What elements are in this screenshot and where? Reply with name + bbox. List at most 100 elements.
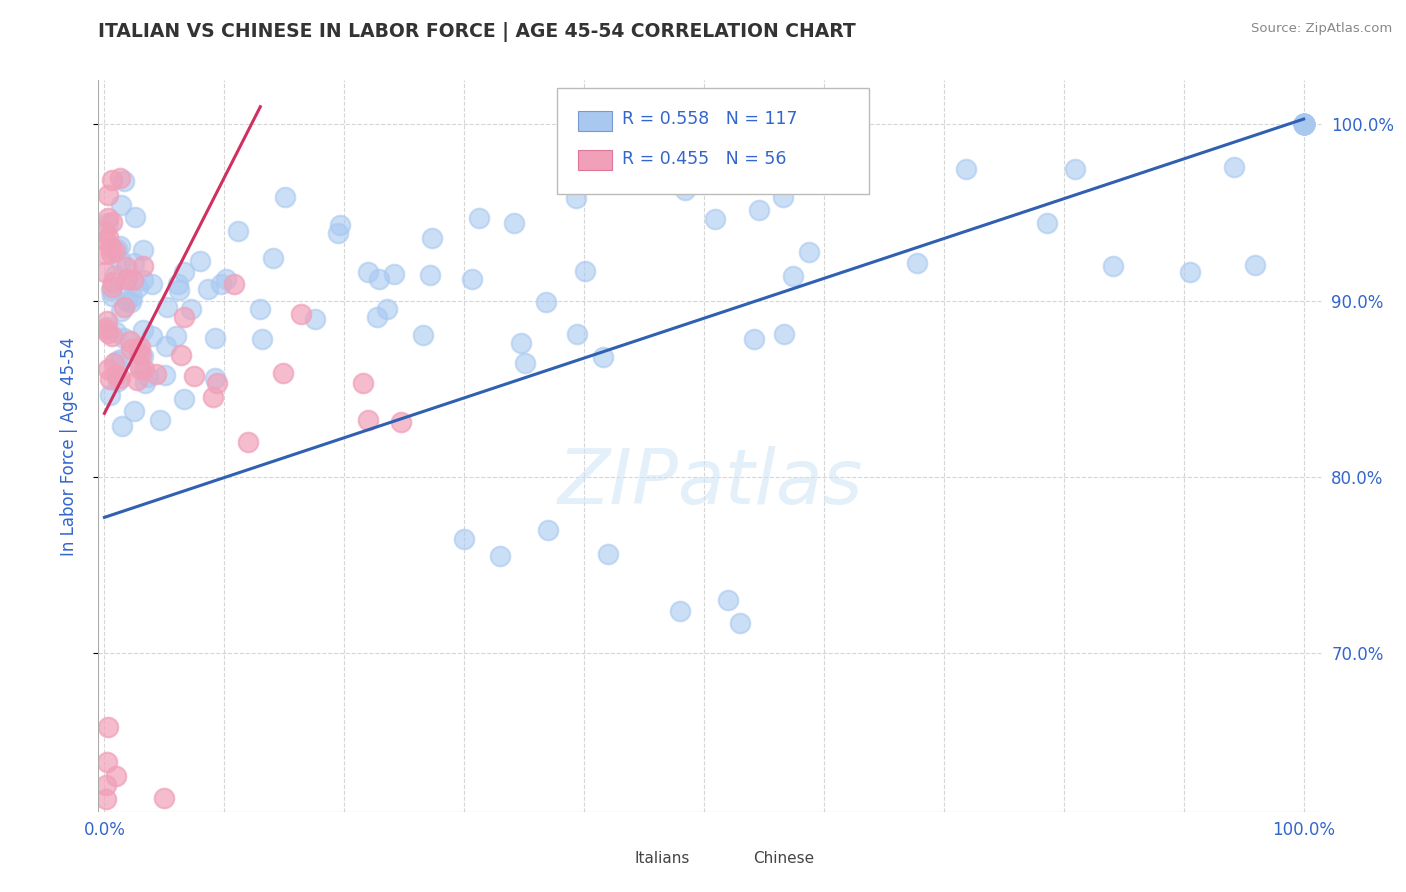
Text: R = 0.455   N = 56: R = 0.455 N = 56 <box>621 150 786 168</box>
Point <box>112 331 135 345</box>
Point <box>565 191 588 205</box>
Point <box>103 356 125 370</box>
Point <box>772 190 794 204</box>
Point <box>1292 117 1315 131</box>
Point <box>180 301 202 316</box>
Point <box>704 211 727 226</box>
Point <box>129 362 152 376</box>
Bar <box>720 852 747 868</box>
Point <box>173 392 195 406</box>
Point <box>108 171 131 186</box>
Point <box>1292 117 1315 131</box>
Point <box>422 231 444 245</box>
Point <box>1292 117 1315 131</box>
Point <box>132 273 155 287</box>
Text: ZIPatlas: ZIPatlas <box>557 446 863 519</box>
Point <box>673 183 696 197</box>
Point <box>173 310 195 324</box>
Point <box>1292 117 1315 131</box>
Point <box>98 372 121 386</box>
Y-axis label: In Labor Force | Age 45-54: In Labor Force | Age 45-54 <box>59 336 77 556</box>
Point <box>108 239 131 253</box>
Point <box>96 314 118 328</box>
Point <box>111 418 134 433</box>
Point <box>107 374 129 388</box>
Point <box>124 210 146 224</box>
Point <box>97 361 120 376</box>
Point <box>136 370 159 384</box>
Text: Source: ZipAtlas.com: Source: ZipAtlas.com <box>1251 22 1392 36</box>
Point <box>329 218 352 232</box>
Point <box>389 415 412 429</box>
Point <box>97 216 120 230</box>
Point <box>1063 162 1085 177</box>
Point <box>1292 117 1315 131</box>
Point <box>188 253 212 268</box>
Point <box>382 267 405 281</box>
Point <box>122 256 145 270</box>
Point <box>100 283 122 297</box>
Point <box>105 769 128 783</box>
Point <box>108 371 131 385</box>
Point <box>1292 117 1315 131</box>
Point <box>110 198 132 212</box>
Point <box>120 342 142 356</box>
Point <box>592 350 614 364</box>
Point <box>510 335 533 350</box>
Point <box>215 272 238 286</box>
Point <box>1292 117 1315 131</box>
Point <box>1035 216 1057 230</box>
Point <box>460 272 482 286</box>
Point <box>262 251 284 265</box>
Point <box>357 265 380 279</box>
Point <box>93 265 115 279</box>
Point <box>132 349 155 363</box>
Point <box>201 390 224 404</box>
Point <box>326 227 349 241</box>
Point <box>96 320 118 334</box>
Point <box>101 172 124 186</box>
Point <box>129 348 152 362</box>
Point <box>132 361 155 376</box>
Point <box>120 294 142 309</box>
Point <box>93 322 115 336</box>
Point <box>101 215 124 229</box>
Point <box>271 366 294 380</box>
Point <box>115 272 138 286</box>
Point <box>94 247 117 261</box>
Point <box>121 291 143 305</box>
Point <box>131 323 153 337</box>
Point <box>153 790 176 805</box>
Point <box>101 329 124 343</box>
Point <box>114 260 136 275</box>
Point <box>145 367 167 381</box>
Point <box>167 283 190 297</box>
Point <box>94 224 117 238</box>
Point <box>222 277 245 292</box>
FancyBboxPatch shape <box>557 87 869 194</box>
Text: R = 0.558   N = 117: R = 0.558 N = 117 <box>621 110 797 128</box>
Point <box>1292 117 1315 131</box>
Point <box>274 190 297 204</box>
Bar <box>578 111 612 131</box>
Point <box>955 161 977 176</box>
Point <box>104 268 127 282</box>
Point <box>170 348 193 362</box>
Point <box>141 329 163 343</box>
Point <box>156 300 179 314</box>
Point <box>128 345 150 359</box>
Point <box>772 326 794 341</box>
Point <box>742 331 765 345</box>
Point <box>204 371 226 385</box>
Point <box>115 293 138 308</box>
Point <box>209 277 232 292</box>
Point <box>598 548 620 562</box>
Point <box>167 277 190 292</box>
Point <box>120 334 142 349</box>
Point <box>205 376 228 391</box>
Point <box>104 244 127 258</box>
Point <box>112 174 135 188</box>
Point <box>489 549 512 563</box>
Point <box>226 224 249 238</box>
Point <box>375 301 398 316</box>
